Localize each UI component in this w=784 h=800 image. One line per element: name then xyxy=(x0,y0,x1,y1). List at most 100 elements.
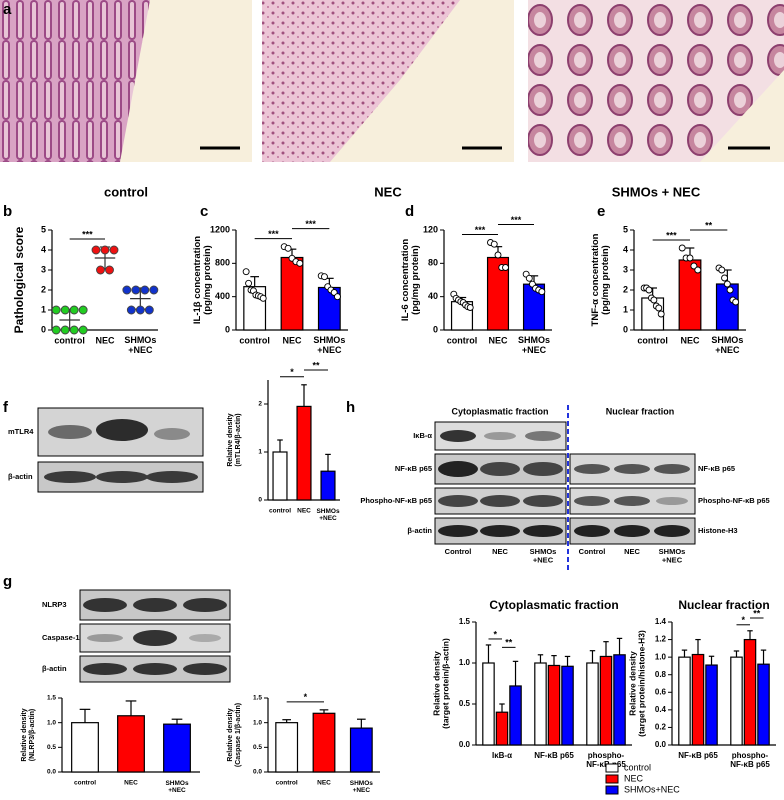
data-point xyxy=(78,325,88,335)
y-tick-label: 4 xyxy=(623,244,628,254)
x-tick-label: NEC xyxy=(124,780,138,787)
blot-row-label: β-actin xyxy=(407,526,432,535)
tissue xyxy=(262,0,460,162)
panel-label: a xyxy=(3,1,12,18)
y-axis-label: IL-6 concentration(pg/mg protein) xyxy=(399,239,420,322)
histology-images xyxy=(0,0,784,162)
histology-label: SHMOs + NEC xyxy=(612,184,701,199)
tissue xyxy=(0,0,150,162)
y-tick-label: 1200 xyxy=(210,224,230,234)
bar xyxy=(678,656,691,746)
data-point xyxy=(126,305,136,315)
blot-row-label: Caspase-1 xyxy=(42,633,80,642)
significance-label: * xyxy=(493,629,497,639)
y-tick-label: 1 xyxy=(258,449,262,456)
bar xyxy=(280,256,304,331)
y-tick-label: 5 xyxy=(41,224,46,234)
significance-label: * xyxy=(741,615,745,625)
panel-label: f xyxy=(3,399,9,416)
y-axis-label: IL-1β concentration(pg/mg protein) xyxy=(191,236,212,324)
legend-swatch xyxy=(605,763,619,773)
bar xyxy=(495,711,509,746)
bar xyxy=(586,662,599,746)
significance-label: ** xyxy=(705,220,713,230)
bar xyxy=(561,665,574,746)
data-point xyxy=(91,245,101,255)
data-point xyxy=(122,285,132,295)
x-tick-label: control xyxy=(637,335,668,345)
bar xyxy=(272,451,288,501)
data-point xyxy=(149,285,159,295)
x-tick-label: SHMOs +NEC xyxy=(316,508,340,522)
bar xyxy=(743,638,757,746)
y-axis-label: TNF-α concentration(pg/mg protein) xyxy=(589,233,610,326)
bar xyxy=(312,712,336,773)
blot-lane-label: NEC xyxy=(624,547,640,556)
y-tick-label: 1.4 xyxy=(655,617,667,626)
significance-label: *** xyxy=(666,230,677,240)
x-tick-label: NF-κB p65 xyxy=(678,751,718,760)
blot-row-label: IκB-α xyxy=(413,431,432,440)
y-tick-label: 2 xyxy=(258,401,262,408)
significance-label: * xyxy=(290,367,294,377)
blot-row-label: NF-κB p65 xyxy=(395,464,432,473)
y-tick-label: 2 xyxy=(623,284,628,294)
significance-label: *** xyxy=(268,229,279,239)
bar xyxy=(691,653,705,746)
y-tick-label: 0.4 xyxy=(655,705,667,714)
significance-label: ** xyxy=(505,638,513,648)
data-point xyxy=(96,265,105,275)
y-tick-label: 0 xyxy=(258,497,262,504)
data-point xyxy=(69,305,79,315)
data-point xyxy=(60,325,70,335)
data-point xyxy=(109,245,119,255)
data-point xyxy=(78,305,88,315)
y-tick-label: 5 xyxy=(623,224,628,234)
x-tick-label: NEC xyxy=(488,335,508,345)
data-point xyxy=(525,274,533,282)
panel-label: d xyxy=(405,203,414,220)
y-tick-label: 0.5 xyxy=(253,744,262,751)
data-point xyxy=(284,244,292,252)
y-axis-label: Relative density(Caspase 1/β-actin) xyxy=(227,703,242,767)
y-tick-label: 0 xyxy=(225,324,230,334)
y-tick-label: 3 xyxy=(41,264,46,274)
data-point xyxy=(732,298,740,306)
significance-label: *** xyxy=(511,215,522,225)
data-point xyxy=(694,266,702,274)
y-tick-label: 0 xyxy=(433,324,438,334)
y-tick-label: 40 xyxy=(428,291,438,301)
data-point xyxy=(100,245,110,255)
significance-label: *** xyxy=(475,225,486,235)
y-tick-label: 0 xyxy=(623,324,628,334)
y-tick-label: 1.5 xyxy=(459,617,471,626)
y-axis-label: Relative density(NLRP3/β-actin) xyxy=(21,708,36,761)
y-tick-label: 4 xyxy=(41,244,46,254)
data-point xyxy=(650,296,658,304)
blot-lane-label: NEC xyxy=(492,547,508,556)
x-tick-label: SHMOs +NEC xyxy=(711,335,743,355)
data-point xyxy=(723,280,731,288)
bar xyxy=(534,662,547,746)
y-tick-label: 0.6 xyxy=(655,687,667,696)
y-tick-label: 1.0 xyxy=(47,719,56,726)
y-tick-label: 1.0 xyxy=(459,658,471,667)
y-tick-label: 1.5 xyxy=(47,695,56,702)
x-tick-label: SHMOs +NEC xyxy=(165,780,189,794)
blot-row-label: mTLR4 xyxy=(8,427,34,436)
data-point xyxy=(538,288,546,296)
bar xyxy=(71,722,99,773)
x-tick-label: NF-κB p65 xyxy=(534,751,574,760)
bar xyxy=(349,727,373,773)
x-tick-label: NEC xyxy=(95,335,115,345)
significance-label: *** xyxy=(305,219,316,229)
data-point xyxy=(490,240,498,248)
y-axis-label: Relative density(mTLR4/β-actin) xyxy=(227,413,242,466)
y-tick-label: 0.5 xyxy=(459,699,471,708)
blot-row-label: NLRP3 xyxy=(42,600,67,609)
data-point xyxy=(334,293,341,301)
blot-header: Cytoplasmatic fraction xyxy=(451,406,548,416)
y-tick-label: 1 xyxy=(623,304,628,314)
blot-row-label: Phospho-NF-κB p65 xyxy=(698,496,770,505)
